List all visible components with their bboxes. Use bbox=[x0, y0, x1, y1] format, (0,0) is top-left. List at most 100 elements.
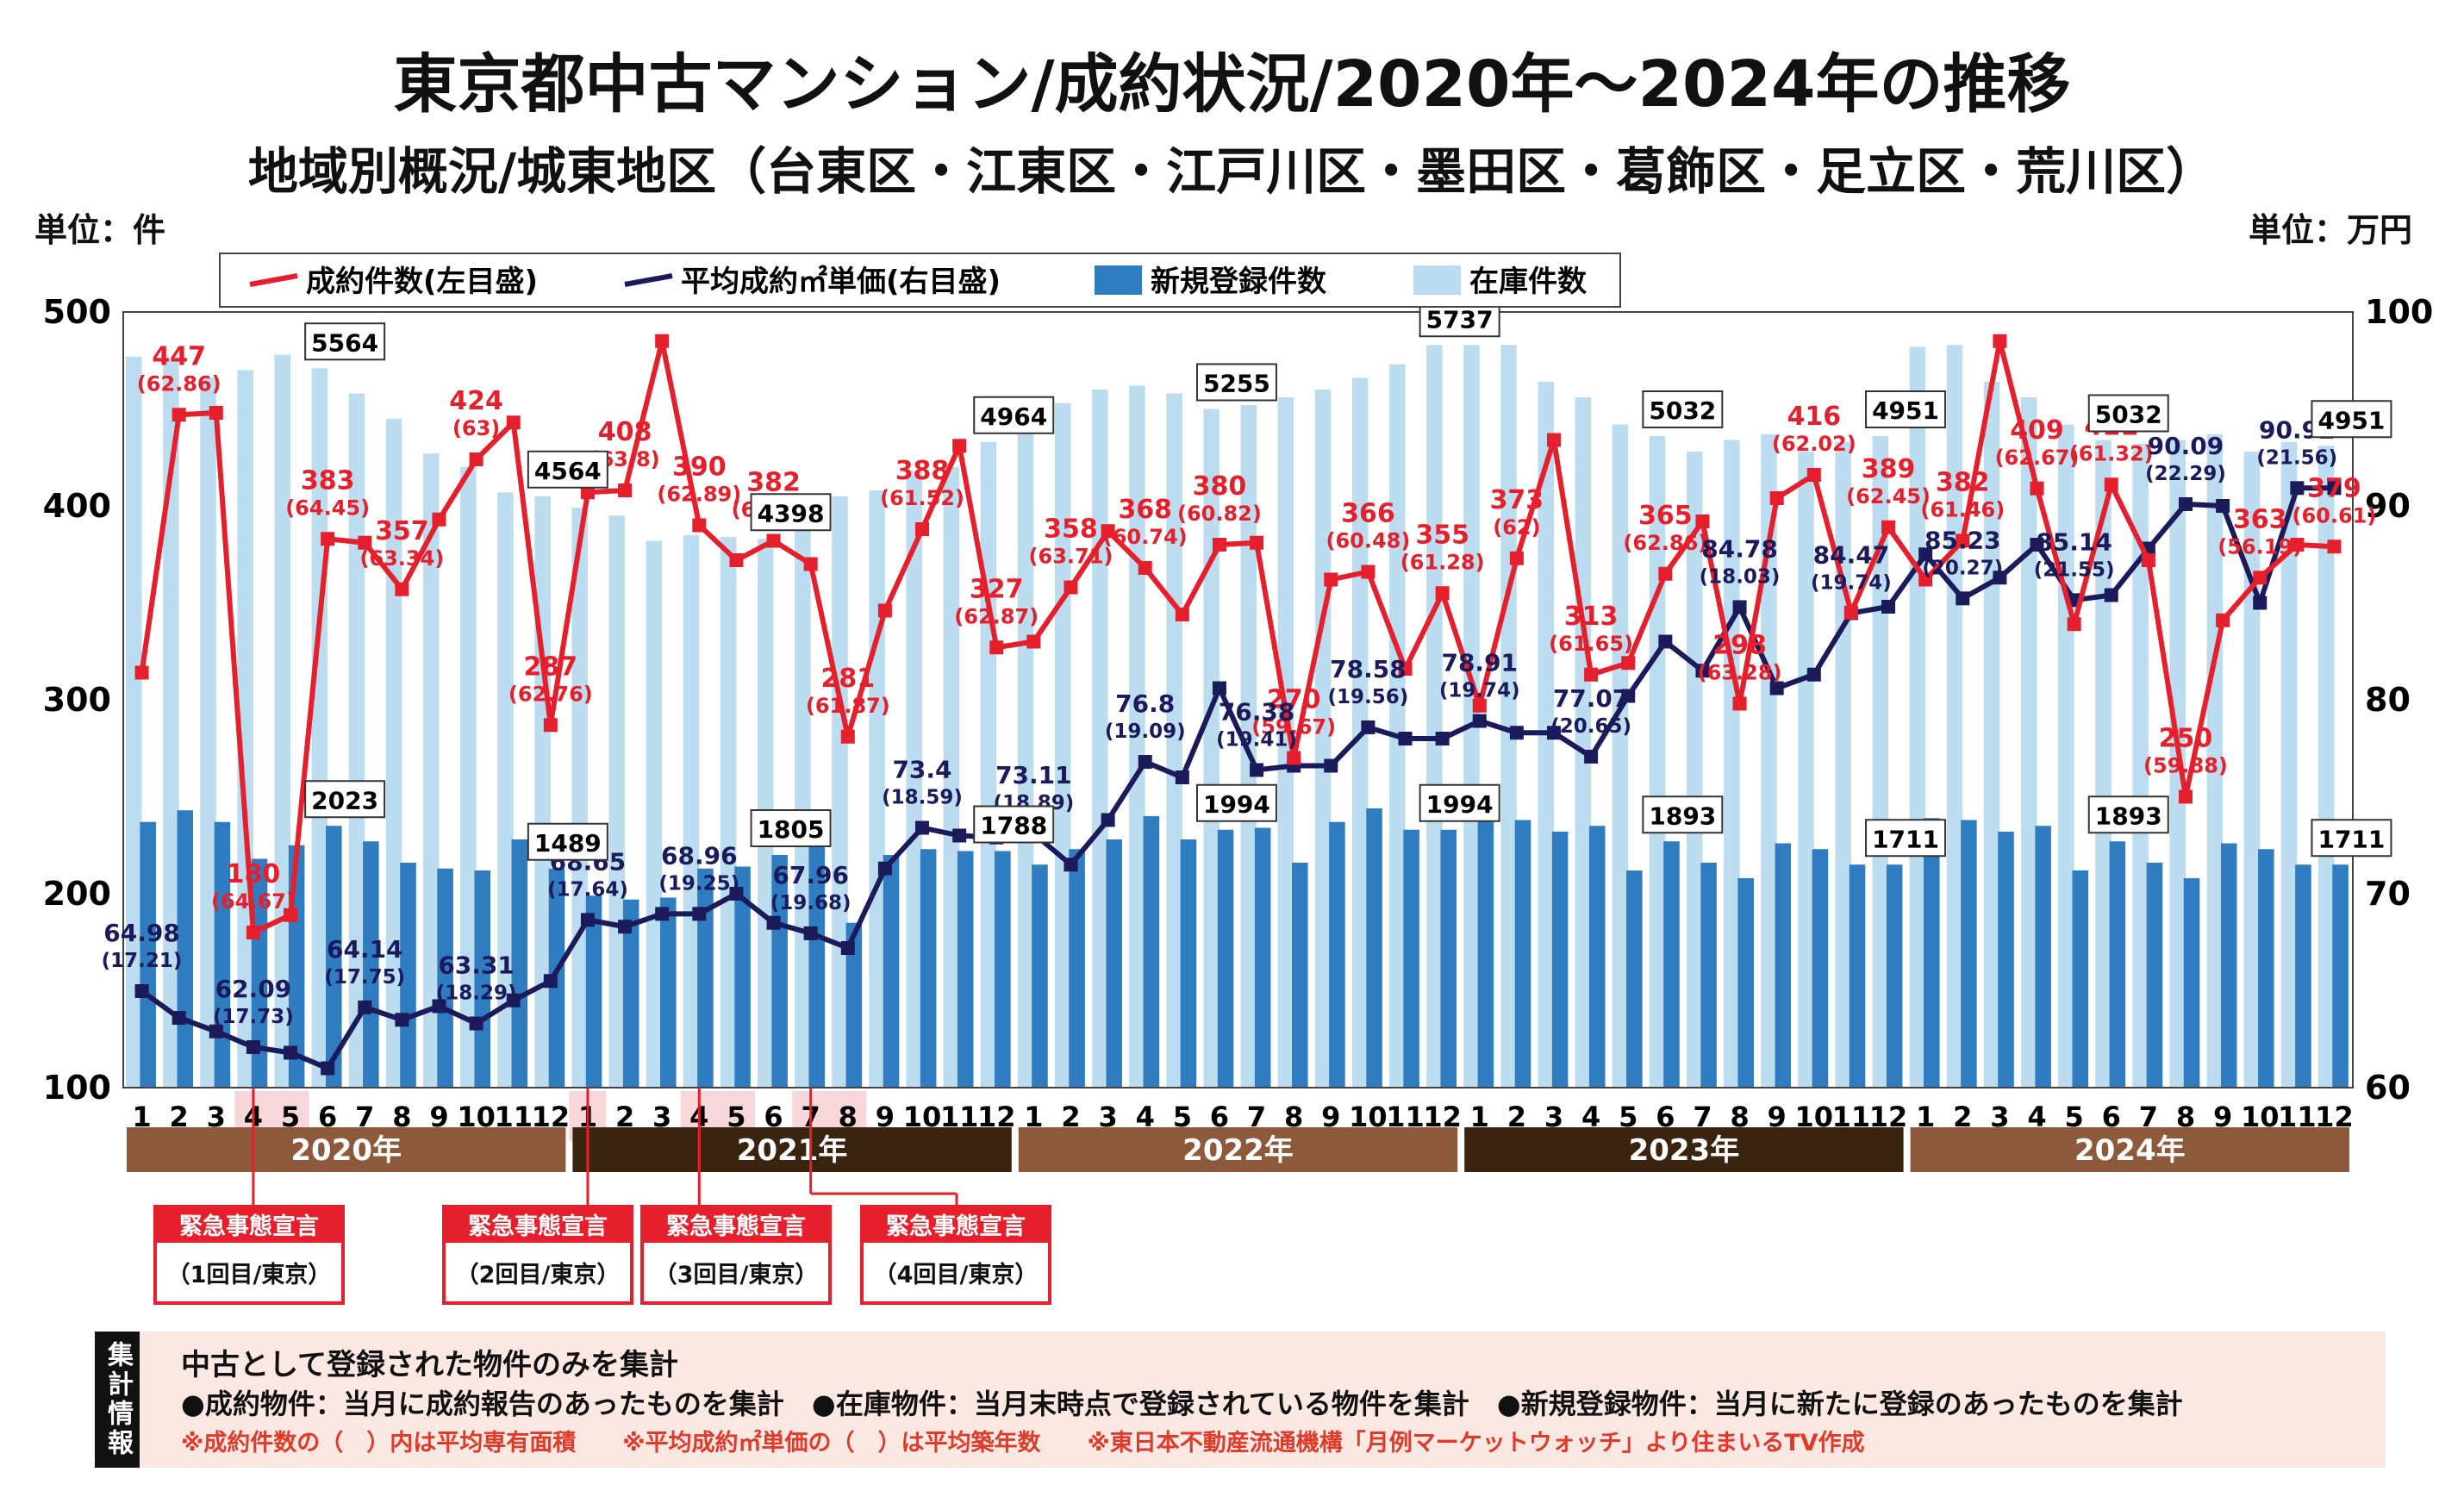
year-label: 2021年 bbox=[737, 1133, 848, 1168]
contracts-point bbox=[729, 553, 744, 567]
notes-tag: 集計情報 bbox=[95, 1332, 140, 1468]
inventory-bar bbox=[1388, 364, 1406, 1088]
stock-label-box bbox=[527, 450, 608, 489]
contracts-point bbox=[766, 533, 781, 548]
contracts-area-label: (63.71) bbox=[1029, 545, 1113, 569]
new-listings-bar bbox=[1924, 818, 1940, 1088]
inventory-bar bbox=[460, 467, 477, 1088]
new-listings-bar bbox=[2035, 826, 2051, 1088]
contracts-point bbox=[655, 334, 670, 348]
contracts-data-label: 388 bbox=[895, 456, 950, 486]
price-point bbox=[1138, 755, 1152, 769]
emergency-box-header bbox=[642, 1207, 830, 1243]
emergency-box-header bbox=[155, 1207, 343, 1243]
stock-label: 1805 bbox=[758, 815, 825, 844]
contracts-point bbox=[432, 512, 446, 527]
right-axis-tick: 80 bbox=[2365, 681, 2411, 719]
price-point bbox=[1324, 758, 1338, 773]
price-point bbox=[1101, 813, 1115, 827]
stock-label: 1994 bbox=[1426, 790, 1494, 819]
new-listings-bar bbox=[883, 855, 900, 1088]
left-axis-tick: 200 bbox=[43, 875, 111, 913]
contracts-data-label: 380 bbox=[1193, 471, 1247, 502]
contracts-point bbox=[2327, 540, 2342, 554]
inventory-bar bbox=[906, 471, 923, 1088]
price-point bbox=[506, 993, 521, 1007]
year-label: 2022年 bbox=[1182, 1133, 1294, 1168]
stock-label-box bbox=[1195, 363, 1277, 402]
legend-label: 成約件数(左目盛) bbox=[306, 265, 538, 299]
price-data-label: 85.14 bbox=[2036, 527, 2112, 556]
inventory-bar bbox=[2169, 440, 2186, 1088]
stock-label: 1893 bbox=[1649, 802, 1716, 830]
inventory-bar bbox=[646, 540, 663, 1088]
contracts-point bbox=[1472, 698, 1487, 713]
price-age-label: (18.03) bbox=[1700, 565, 1781, 588]
price-data-label: 62.09 bbox=[215, 975, 292, 1003]
price-point bbox=[1956, 591, 1970, 606]
price-age-label: (20.27) bbox=[1922, 557, 2003, 579]
price-point bbox=[766, 915, 781, 930]
contracts-area-label: (61.87) bbox=[806, 694, 890, 718]
contracts-point bbox=[2253, 571, 2268, 585]
plot-frame bbox=[122, 311, 2354, 1088]
x-axis-tick: 9 bbox=[876, 1101, 895, 1133]
legend-label: 新規登録件数 bbox=[1151, 265, 1326, 299]
contracts-point bbox=[1064, 580, 1078, 595]
year-label: 2020年 bbox=[290, 1133, 402, 1168]
new-listings-bar bbox=[1663, 841, 1680, 1088]
inventory-bar bbox=[1612, 424, 1629, 1088]
emergency-box-label: （2回目/東京） bbox=[456, 1261, 621, 1288]
price-point bbox=[1993, 571, 2007, 585]
contracts-point bbox=[395, 582, 409, 596]
price-data-label: 64.98 bbox=[103, 919, 180, 947]
price-age-label: (19.25) bbox=[658, 872, 739, 895]
stock-label-box bbox=[1865, 390, 1947, 428]
new-listings-bar bbox=[622, 899, 639, 1088]
contracts-data-label: 416 bbox=[1787, 402, 1841, 432]
price-point bbox=[2216, 499, 2230, 513]
stock-label-box bbox=[1195, 783, 1277, 822]
price-point bbox=[2290, 481, 2305, 496]
stock-label-box bbox=[304, 322, 386, 361]
emergency-box-header bbox=[862, 1207, 1050, 1243]
new-listings-bar bbox=[1886, 864, 1903, 1088]
contracts-area-label: (62.89) bbox=[657, 483, 741, 507]
stock-label-box bbox=[750, 809, 832, 847]
new-listings-bar bbox=[2332, 864, 2349, 1088]
contracts-point bbox=[1509, 551, 1524, 565]
stock-label: 1788 bbox=[980, 812, 1047, 840]
contracts-point bbox=[877, 603, 892, 618]
price-point bbox=[915, 820, 930, 835]
emergency-box-title: 緊急事態宣言 bbox=[468, 1213, 608, 1240]
new-listings-bar bbox=[2072, 870, 2089, 1088]
x-axis-tick: 8 bbox=[2176, 1101, 2195, 1133]
contracts-point bbox=[1732, 696, 1747, 711]
contracts-area-label: (64.67) bbox=[211, 889, 296, 914]
contracts-point bbox=[1956, 533, 1970, 548]
price-point bbox=[1250, 763, 1264, 777]
price-point bbox=[1806, 667, 1821, 682]
x-axis-tick: 9 bbox=[1768, 1101, 1787, 1133]
x-axis-tick: 3 bbox=[1098, 1101, 1117, 1133]
new-listings-bar bbox=[363, 841, 379, 1088]
contracts-point bbox=[1695, 515, 1710, 528]
contracts-point bbox=[209, 406, 223, 420]
contracts-point bbox=[1546, 433, 1561, 447]
stock-label: 4564 bbox=[534, 457, 602, 485]
inventory-bar bbox=[1054, 402, 1071, 1088]
new-listings-bar bbox=[734, 866, 751, 1088]
contracts-area-label: (64.45) bbox=[285, 496, 370, 520]
inventory-bar bbox=[348, 393, 365, 1088]
inventory-bar bbox=[2317, 446, 2335, 1088]
x-axis-tick: 4 bbox=[2027, 1101, 2046, 1133]
x-axis-tick: 3 bbox=[1544, 1101, 1563, 1133]
price-age-label: (17.64) bbox=[547, 878, 628, 901]
contracts-point bbox=[284, 908, 298, 922]
price-point bbox=[1695, 664, 1710, 678]
emergency-box-label: （1回目/東京） bbox=[167, 1261, 332, 1288]
new-listings-bar bbox=[1143, 816, 1160, 1088]
new-listings-bar bbox=[251, 858, 268, 1088]
contracts-point bbox=[1918, 572, 1933, 587]
